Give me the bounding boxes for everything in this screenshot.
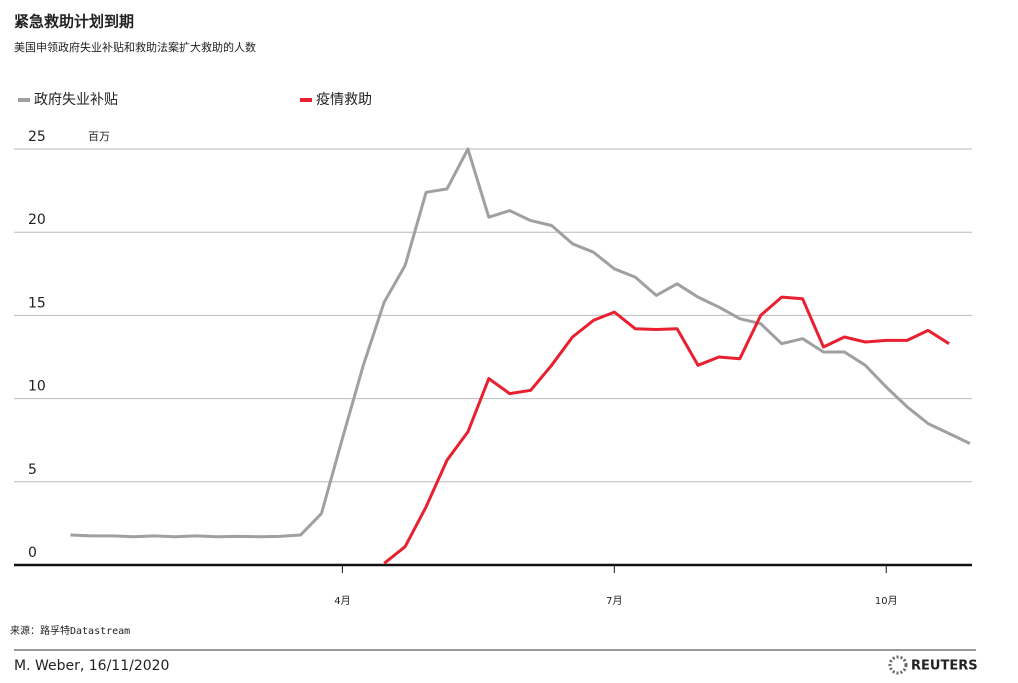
- chart-title: 紧急救助计划到期: [14, 13, 134, 31]
- series-line: [70, 147, 971, 539]
- y-unit: 百万: [88, 130, 110, 143]
- y-tick-label: 5: [28, 462, 37, 478]
- y-tick-label: 25: [28, 129, 46, 145]
- chart-subtitle: 美国申领政府失业补贴和救助法案扩大救助的人数: [14, 40, 256, 54]
- y-tick-label: 10: [28, 379, 46, 395]
- x-tick-label: 10月: [875, 595, 898, 607]
- x-tick-label: 4月: [334, 595, 350, 607]
- credit: M. Weber, 16/11/2020: [14, 658, 169, 674]
- series-line: [383, 295, 950, 565]
- logo: REUTERS: [911, 659, 978, 674]
- y-tick-label: 0: [28, 545, 37, 561]
- source: 来源：路孚特Datastream: [10, 624, 130, 637]
- logo-mark: [888, 655, 908, 675]
- legend-label: 政府失业补贴: [34, 92, 118, 108]
- y-tick-label: 20: [28, 212, 46, 228]
- x-tick-label: 7月: [606, 595, 622, 607]
- y-tick-label: 15: [28, 295, 46, 311]
- legend-label: 疫情救助: [316, 92, 372, 108]
